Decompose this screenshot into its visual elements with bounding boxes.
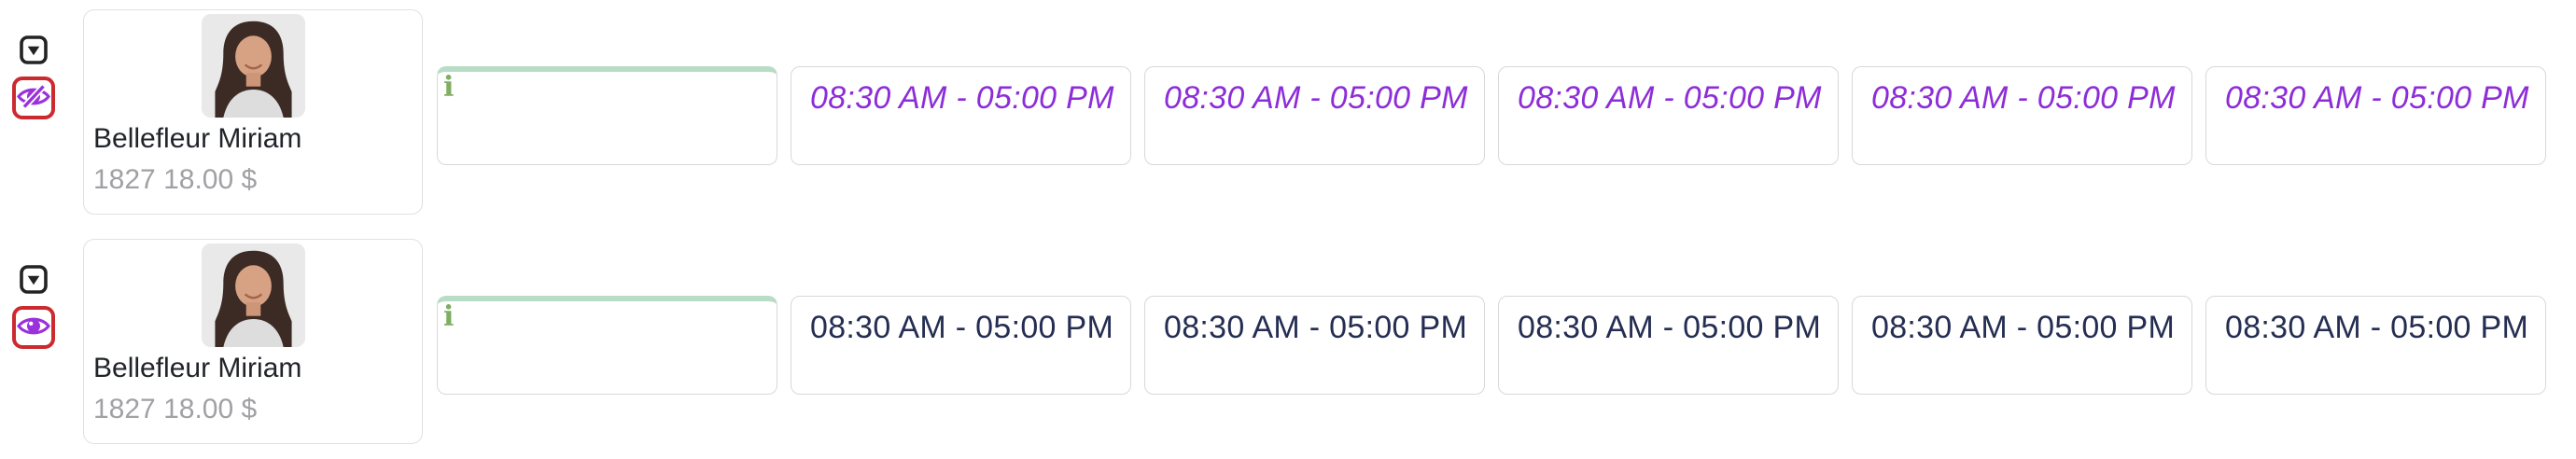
employee-card[interactable]: Bellefleur Miriam 1827 18.00 $: [83, 239, 423, 444]
collapse-row-button[interactable]: [19, 35, 48, 67]
row-controls: [0, 9, 66, 215]
eye-off-icon: [16, 84, 50, 112]
slot-row: i 08:30 AM - 05:00 PM 08:30 AM - 05:00 P…: [437, 239, 2546, 444]
shift-cell[interactable]: 08:30 AM - 05:00 PM: [1498, 66, 1839, 165]
eye-icon: [16, 313, 50, 341]
chevron-down-boxed-icon: [19, 35, 48, 67]
schedule-board: Bellefleur Miriam 1827 18.00 $ i 08:30 A…: [0, 9, 2576, 444]
shift-cell[interactable]: 08:30 AM - 05:00 PM: [791, 66, 1131, 165]
note-cell[interactable]: i: [437, 66, 777, 165]
info-icon: i: [443, 71, 455, 104]
employee-name: Bellefleur Miriam: [93, 353, 302, 383]
note-cell[interactable]: i: [437, 296, 777, 395]
shift-cell[interactable]: 08:30 AM - 05:00 PM: [1144, 66, 1485, 165]
chevron-down-boxed-icon: [19, 265, 48, 297]
employee-id-rate: 1827 18.00 $: [93, 394, 258, 424]
info-icon: i: [443, 300, 455, 333]
shift-cell[interactable]: 08:30 AM - 05:00 PM: [1144, 296, 1485, 395]
shift-cell[interactable]: 08:30 AM - 05:00 PM: [1498, 296, 1839, 395]
toggle-visibility-button[interactable]: [11, 306, 55, 349]
schedule-row: Bellefleur Miriam 1827 18.00 $ i 08:30 A…: [0, 9, 2576, 215]
shift-cell[interactable]: 08:30 AM - 05:00 PM: [2205, 66, 2546, 165]
avatar-photo: [201, 243, 305, 347]
schedule-row: Bellefleur Miriam 1827 18.00 $ i 08:30 A…: [0, 239, 2576, 444]
toggle-visibility-button[interactable]: [11, 76, 55, 119]
shift-cell[interactable]: 08:30 AM - 05:00 PM: [1852, 296, 2192, 395]
row-controls: [0, 239, 66, 444]
shift-cell[interactable]: 08:30 AM - 05:00 PM: [2205, 296, 2546, 395]
slot-row: i 08:30 AM - 05:00 PM 08:30 AM - 05:00 P…: [437, 9, 2546, 215]
collapse-row-button[interactable]: [19, 265, 48, 297]
avatar-photo: [201, 14, 305, 118]
employee-name: Bellefleur Miriam: [93, 123, 302, 154]
employee-id-rate: 1827 18.00 $: [93, 164, 258, 195]
shift-cell[interactable]: 08:30 AM - 05:00 PM: [1852, 66, 2192, 165]
employee-card[interactable]: Bellefleur Miriam 1827 18.00 $: [83, 9, 423, 215]
shift-cell[interactable]: 08:30 AM - 05:00 PM: [791, 296, 1131, 395]
